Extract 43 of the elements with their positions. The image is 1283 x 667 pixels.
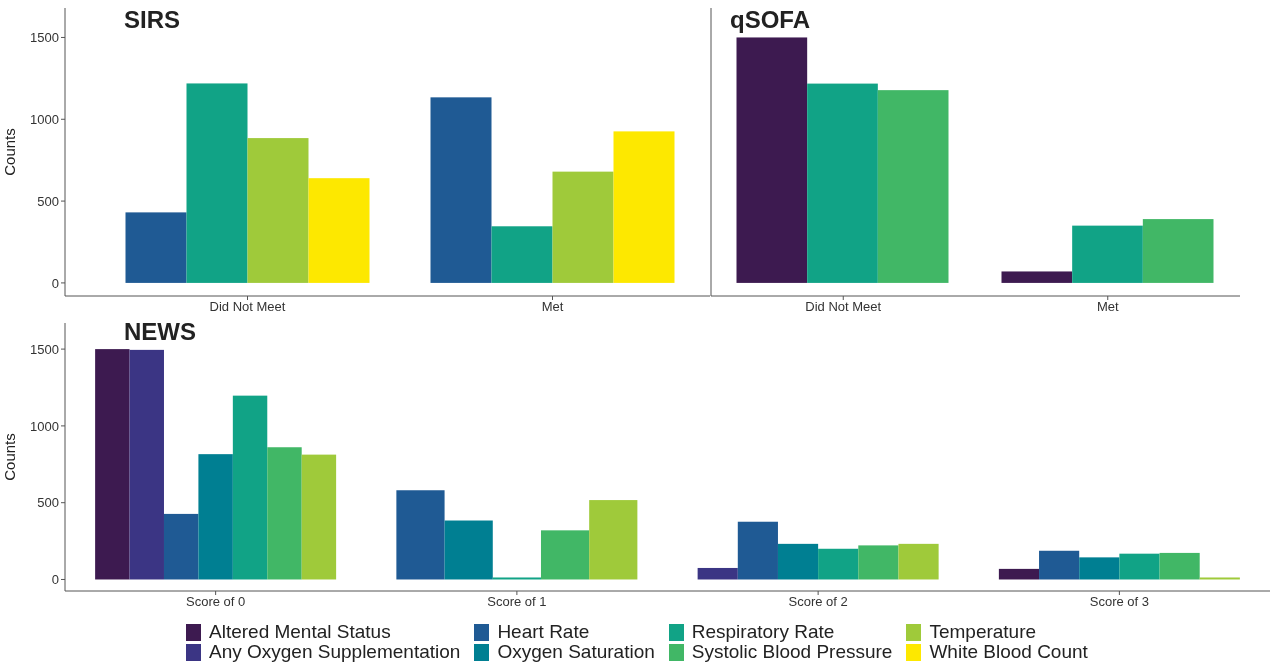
y-tick-label: 0	[51, 275, 59, 291]
bar	[491, 226, 553, 283]
bar	[877, 90, 949, 283]
y-tick-label: 500	[37, 495, 59, 511]
y-axis-title: Counts	[1, 128, 19, 176]
y-axis-title: Counts	[1, 433, 19, 481]
y-tick-label: 500	[37, 193, 59, 209]
chart-title: SIRS	[124, 6, 181, 34]
y-tick-label: 1000	[30, 111, 59, 127]
bar	[1001, 271, 1073, 283]
x-tick-label: Did Not Meet	[209, 299, 286, 315]
chart-title: NEWS	[124, 318, 196, 346]
x-tick-label: Score of 0	[185, 594, 246, 610]
bar	[247, 138, 309, 283]
x-tick-label: Score of 2	[788, 594, 848, 610]
bar	[1072, 225, 1143, 283]
bar	[125, 212, 187, 283]
legend-label: Respiratory Rate	[691, 621, 835, 642]
bar	[807, 83, 878, 283]
x-tick-label: Score of 1	[487, 594, 547, 610]
bar	[430, 97, 492, 283]
bar	[186, 83, 248, 283]
y-tick-label: 1500	[30, 30, 59, 46]
x-tick-label: Did Not Meet	[805, 299, 882, 315]
legend-label: Heart Rate	[497, 621, 590, 642]
legend-label: Altered Mental Status	[209, 621, 391, 642]
bar	[1142, 219, 1214, 283]
legend-label: White Blood Count	[929, 641, 1088, 662]
bar	[613, 131, 675, 283]
bar	[736, 37, 808, 283]
chart-title: qSOFA	[730, 6, 811, 34]
x-tick-label: Met	[1096, 299, 1119, 315]
y-tick-label: 1000	[30, 418, 59, 434]
legend-label: Oxygen Saturation	[497, 641, 655, 662]
bar	[552, 171, 614, 283]
x-tick-label: Met	[541, 299, 564, 315]
legend-label: Temperature	[929, 621, 1037, 642]
y-tick-label: 1500	[30, 341, 59, 357]
legend-label: Any Oxygen Supplementation	[209, 641, 461, 662]
x-tick-label: Score of 3	[1089, 594, 1150, 610]
legend-label: Systolic Blood Pressure	[691, 641, 893, 662]
bar	[308, 178, 370, 283]
y-tick-label: 0	[51, 572, 59, 588]
